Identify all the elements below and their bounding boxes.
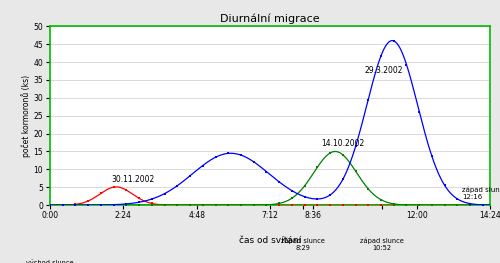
Title: Diurnální migrace: Diurnální migrace [220,14,320,24]
Text: 30.11.2002: 30.11.2002 [111,175,154,184]
X-axis label: čas od svítání: čas od svítání [239,236,301,245]
Text: 29.3.2002: 29.3.2002 [364,66,403,75]
Text: 14.10.2002: 14.10.2002 [321,139,364,148]
Text: východ slunce: východ slunce [26,259,74,263]
Text: západ slunce
8:29: západ slunce 8:29 [281,237,325,251]
Text: západ slunce
12:16: západ slunce 12:16 [462,186,500,200]
Text: západ slunce
10:52: západ slunce 10:52 [360,237,404,251]
Y-axis label: počet kormoronů (ks): počet kormoronů (ks) [20,75,30,157]
